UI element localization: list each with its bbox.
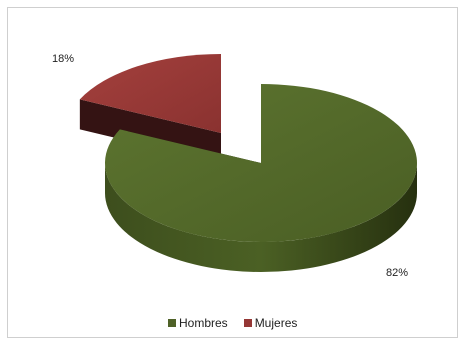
pie-side-hombres [105,163,417,272]
legend-label-mujeres: Mujeres [254,316,298,330]
chart-legend: Hombres Mujeres [168,316,313,330]
legend-swatch-mujeres [243,319,252,327]
legend-item-hombres: Hombres [168,316,228,330]
legend-label-hombres: Hombres [179,316,228,330]
pie-slice-hombres [104,84,417,242]
data-label-hombres: 82% [386,267,408,279]
legend-item-mujeres: Mujeres [243,316,298,330]
legend-swatch-hombres [168,319,176,327]
pie-slice-mujeres [79,54,221,133]
data-label-mujeres: 18% [52,53,74,65]
